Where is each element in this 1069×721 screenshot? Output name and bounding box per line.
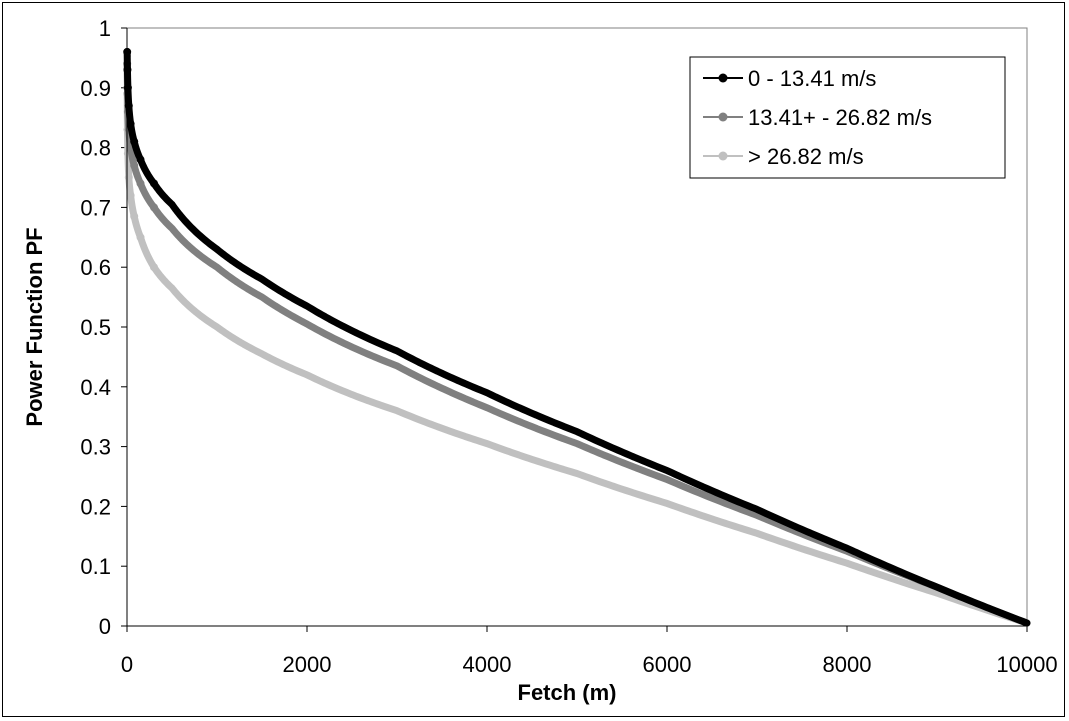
- y-tick-label: 0.5: [80, 315, 111, 340]
- y-axis-title: Power Function PF: [22, 227, 47, 426]
- y-tick-label: 0.6: [80, 255, 111, 280]
- legend-label: 0 - 13.41 m/s: [748, 66, 876, 91]
- y-tick-label: 0.8: [80, 136, 111, 161]
- y-tick-label: 0: [99, 614, 111, 639]
- legend: 0 - 13.41 m/s 13.41+ - 26.82 m/s > 26.82 m…: [689, 56, 1006, 179]
- x-tick-label: 0: [121, 652, 133, 677]
- series-point: [150, 263, 158, 272]
- x-tick-label: 10000: [996, 652, 1057, 677]
- y-tick-label: 1: [99, 16, 111, 41]
- series-line: [123, 48, 1031, 627]
- series-point: [126, 191, 135, 200]
- legend-label: 13.41+ - 26.82 m/s: [748, 105, 932, 130]
- series-point: [123, 83, 132, 92]
- x-axis-title: Fetch (m): [518, 680, 617, 705]
- y-tick-label: 0.3: [80, 435, 111, 460]
- series-0: [123, 47, 1031, 627]
- series-point: [150, 203, 158, 212]
- series-point: [130, 161, 139, 170]
- y-axis-ticks: 0 0.1 0.2 0.3 0.4 0.5 0.6 0.7 0.8 0.9 1: [80, 16, 127, 639]
- x-tick-label: 2000: [283, 652, 332, 677]
- series-point: [150, 179, 158, 188]
- x-tick-label: 8000: [823, 652, 872, 677]
- y-tick-label: 0.1: [80, 554, 111, 579]
- series-point: [124, 101, 133, 110]
- series-line: [123, 90, 1031, 627]
- y-tick-label: 0.4: [80, 375, 111, 400]
- series-point: [124, 173, 133, 182]
- y-tick-label: 0.9: [80, 76, 111, 101]
- x-axis-ticks: 0 2000 4000 6000 8000 10000: [121, 626, 1058, 677]
- legend-marker: [718, 73, 728, 83]
- series-point: [136, 155, 145, 164]
- legend-label: > 26.82 m/s: [748, 144, 864, 169]
- series-point: [130, 137, 139, 146]
- y-tick-label: 0.7: [80, 195, 111, 220]
- x-tick-label: 4000: [463, 652, 512, 677]
- series-layer: [123, 47, 1031, 627]
- x-tick-label: 6000: [643, 652, 692, 677]
- series-point: [126, 119, 135, 128]
- y-tick-label: 0.2: [80, 494, 111, 519]
- series-point: [130, 212, 139, 221]
- series-point: [136, 233, 145, 242]
- legend-marker: [718, 112, 728, 122]
- series-point: [136, 179, 145, 188]
- legend-marker: [718, 151, 728, 161]
